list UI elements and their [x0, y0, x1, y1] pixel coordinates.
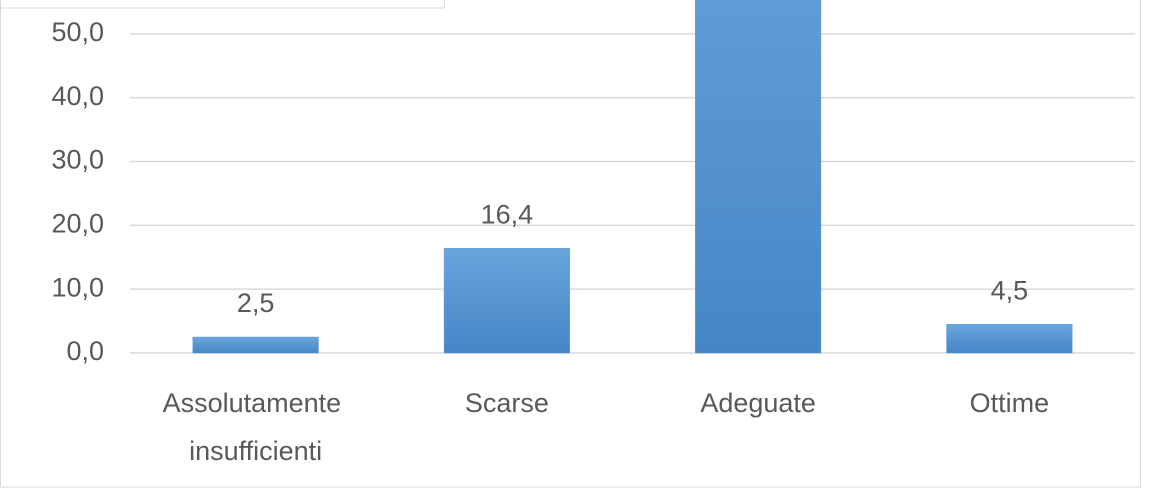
x-tick-label: Scarse: [465, 388, 549, 418]
y-tick-label: 50,0: [51, 17, 104, 47]
chart-frame: [0, 0, 1141, 488]
x-tick-label: Assolutamente insufficienti: [163, 388, 349, 466]
data-label: 16,4: [481, 199, 534, 229]
title-box: [0, 0, 445, 9]
bar: [946, 324, 1073, 354]
bar: [443, 248, 570, 354]
x-tick-label: Adeguate: [700, 388, 816, 418]
x-tick-label: Ottime: [970, 388, 1050, 418]
data-label: 4,5: [991, 275, 1029, 305]
y-tick-label: 0,0: [66, 336, 104, 366]
y-tick-label: 30,0: [51, 145, 104, 175]
y-tick-label: 40,0: [51, 81, 104, 111]
y-tick-label: 10,0: [51, 272, 104, 302]
bar: [695, 0, 822, 354]
data-label: 2,5: [237, 288, 275, 318]
bar: [192, 336, 319, 354]
y-tick-label: 20,0: [51, 208, 104, 238]
